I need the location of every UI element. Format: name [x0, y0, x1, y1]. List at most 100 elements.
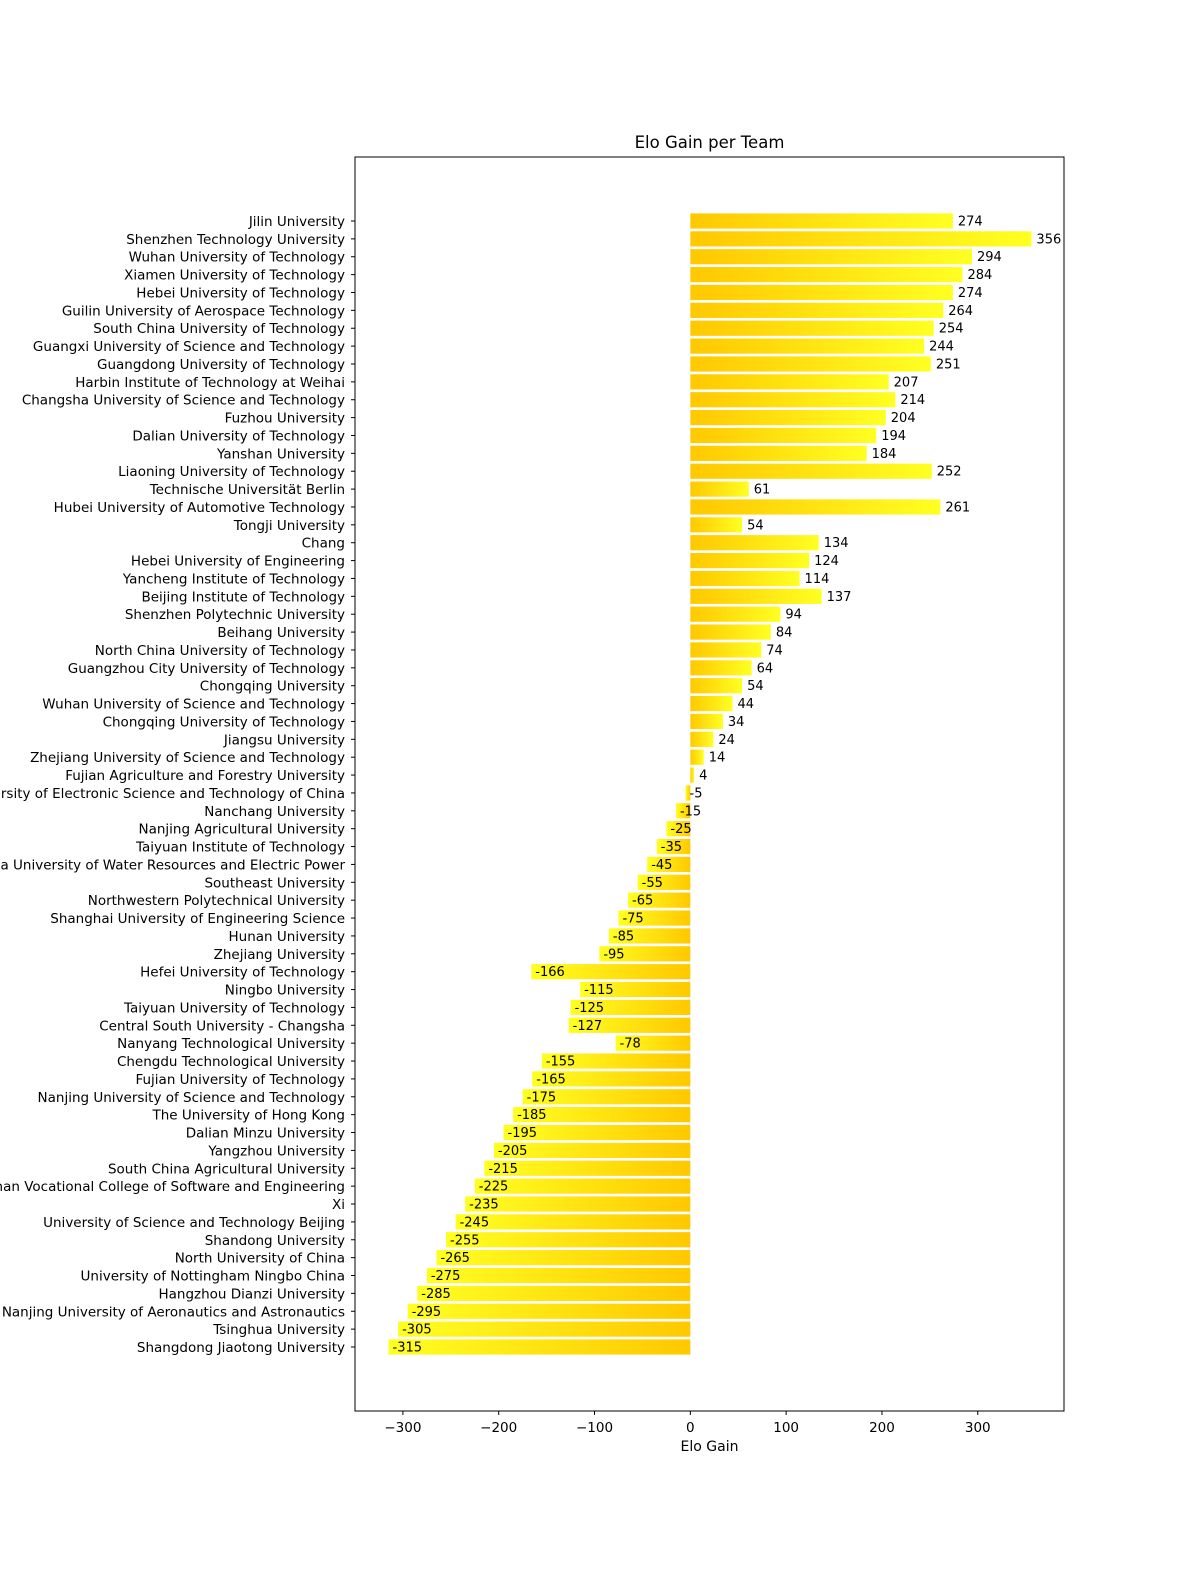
bar: [570, 999, 691, 1016]
category-label: Wuhan University of Technology: [129, 250, 345, 266]
category-label: Hunan University: [229, 929, 345, 945]
x-tick-label: −100: [576, 1420, 613, 1436]
category-label: Wuhan Vocational College of Software and…: [0, 1179, 345, 1195]
value-label: -45: [651, 858, 672, 873]
category-label: Yancheng Institute of Technology: [122, 571, 345, 587]
category-label: Jiangsu University: [223, 732, 345, 748]
value-label: -225: [479, 1180, 509, 1195]
bar: [690, 588, 822, 604]
category-label: Xiamen University of Technology: [124, 268, 345, 284]
value-label: -265: [440, 1251, 470, 1266]
category-label: Zhejiang University of Science and Techn…: [30, 750, 345, 766]
category-label: Southeast University: [204, 875, 345, 891]
value-label: 194: [881, 429, 906, 444]
bar: [690, 731, 714, 747]
category-label: North University of China: [175, 1251, 345, 1267]
bar: [426, 1267, 691, 1284]
category-label: Central South University - Changsha: [99, 1018, 345, 1034]
bar: [690, 552, 810, 569]
bar: [599, 946, 691, 962]
bar: [513, 1107, 691, 1123]
x-tick-label: 200: [869, 1420, 895, 1436]
value-label: 251: [936, 357, 961, 372]
value-label: 64: [757, 661, 774, 676]
value-label: -155: [546, 1055, 576, 1070]
value-label: 61: [754, 483, 771, 498]
bar: [474, 1178, 691, 1194]
bar: [690, 284, 953, 301]
category-label: Jilin University: [248, 214, 345, 230]
value-label: -305: [402, 1323, 432, 1338]
value-label: 356: [1036, 232, 1061, 247]
bar: [690, 678, 743, 694]
bar: [503, 1124, 691, 1141]
bar: [666, 821, 691, 837]
bar: [580, 981, 691, 998]
category-label: Hefei University of Technology: [140, 965, 345, 981]
category-label: University of Electronic Science and Tec…: [0, 786, 345, 802]
value-label: 254: [939, 322, 964, 337]
category-label: Shandong University: [205, 1233, 345, 1249]
bar: [407, 1303, 691, 1319]
bar: [398, 1321, 691, 1337]
category-label: Nanjing Agricultural University: [139, 822, 346, 838]
bar: [690, 231, 1032, 247]
value-label: -35: [661, 840, 682, 855]
bar: [690, 695, 733, 712]
category-label: Fuzhou University: [225, 411, 345, 427]
value-label: 274: [958, 286, 983, 301]
category-label: Shangdong Jiaotong University: [137, 1340, 345, 1356]
bar: [690, 213, 953, 229]
value-label: 204: [891, 411, 916, 426]
bar: [690, 356, 931, 372]
category-label: North China University of Technology: [95, 643, 345, 659]
bar: [690, 410, 886, 426]
bar: [690, 249, 973, 265]
bars-layer: [388, 213, 1032, 1355]
bar: [568, 1017, 691, 1033]
bar: [436, 1250, 691, 1266]
category-label: Xi: [332, 1197, 345, 1213]
bar: [690, 535, 819, 551]
value-label: -25: [670, 822, 691, 837]
value-label: 252: [937, 465, 962, 480]
bar: [690, 320, 934, 336]
value-label: -65: [632, 894, 653, 909]
value-label: -125: [575, 1001, 605, 1016]
value-label: 84: [776, 626, 793, 641]
value-label: -215: [488, 1162, 518, 1177]
bar: [388, 1339, 691, 1355]
bar: [690, 749, 704, 765]
value-label: -205: [498, 1144, 528, 1159]
category-label: Liaoning University of Technology: [118, 464, 345, 480]
category-label: University of Nottingham Ningbo China: [81, 1269, 345, 1285]
value-label: -5: [690, 786, 703, 801]
category-label: Yangzhou University: [207, 1143, 345, 1159]
category-label: Yanshan University: [216, 446, 345, 462]
bar: [690, 660, 752, 676]
bar: [685, 785, 691, 801]
category-label: Nanjing University of Science and Techno…: [38, 1090, 345, 1106]
category-label: Guangdong University of Technology: [97, 357, 345, 373]
bar: [690, 392, 896, 408]
bar: [675, 803, 691, 819]
category-label: Chengdu Technological University: [117, 1054, 345, 1070]
category-label: Fujian Agriculture and Forestry Universi…: [65, 768, 345, 784]
bar: [690, 427, 877, 444]
bar: [656, 838, 691, 855]
bar: [690, 517, 743, 533]
x-tick-label: −200: [480, 1420, 517, 1436]
category-label: Zhejiang University: [214, 947, 345, 963]
value-label: -165: [536, 1072, 566, 1087]
category-label: Beijing Institute of Technology: [141, 589, 345, 605]
category-label: Technische Universität Berlin: [149, 482, 345, 498]
x-tick-label: 300: [965, 1420, 991, 1436]
category-label: Beihang University: [217, 625, 345, 641]
value-label: 284: [967, 268, 992, 283]
x-axis-label: Elo Gain: [681, 1439, 739, 1455]
value-label: -285: [421, 1287, 451, 1302]
value-label: -55: [642, 876, 663, 891]
category-label: Shenzhen Polytechnic University: [125, 607, 345, 623]
value-label: 261: [945, 500, 970, 515]
